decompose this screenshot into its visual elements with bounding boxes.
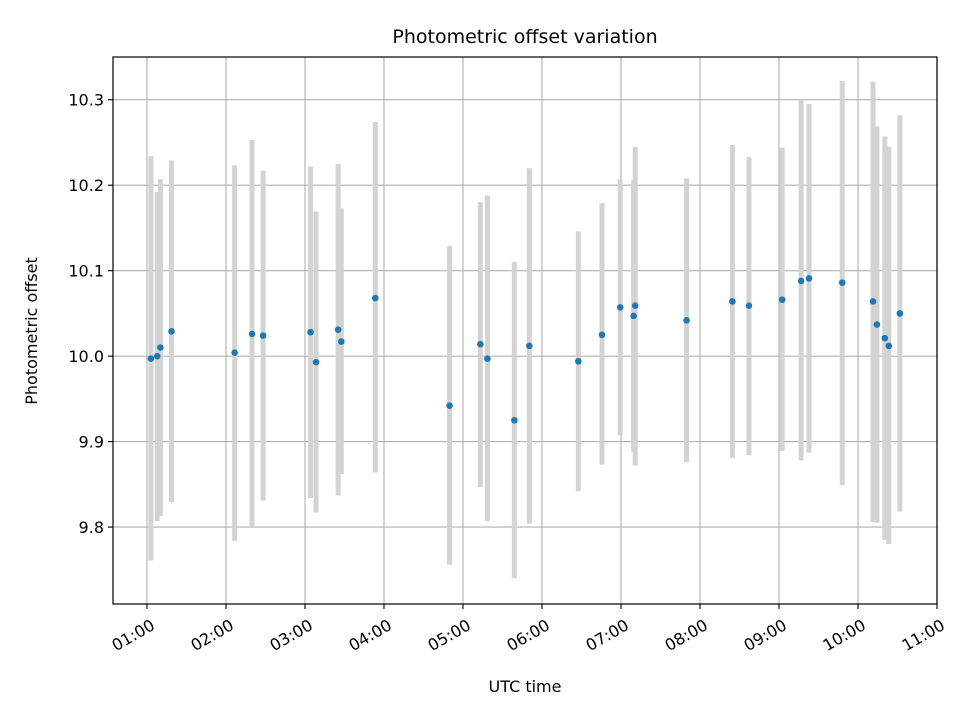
data-point-30 [873,321,881,328]
data-point-24 [745,302,753,310]
data-point-23 [729,298,736,305]
data-point-13 [477,340,484,348]
data-point-2 [157,344,164,351]
data-point-11 [371,294,379,302]
data-point-9 [334,326,342,333]
data-point-21 [631,302,639,310]
y-axis-ticks: 9.8 9.9 10.0 10.1 10.2 10.3 [68,91,113,537]
data-point-3 [168,328,175,335]
data-point-26 [797,277,805,285]
data-point-6 [259,332,267,339]
data-point-7 [307,328,314,336]
data-point-29 [869,298,877,305]
data-point-33 [896,310,904,317]
y-tick-label-4: 10.2 [68,176,104,195]
plot-frame [112,56,938,605]
data-point-31 [881,334,889,342]
data-point-8 [312,358,320,366]
data-point-0 [147,355,155,363]
data-point-15 [511,416,518,424]
data-point-1 [153,352,161,360]
y-axis-label: Photometric offset [22,257,41,405]
data-point-28 [838,279,846,286]
y-tick-label-2: 10.0 [68,347,104,366]
data-point-25 [778,296,786,304]
chart-title: Photometric offset variation [392,26,657,48]
data-point-22 [683,316,690,324]
data-points [147,275,904,424]
y-tick-label-1: 9.9 [79,433,104,452]
y-tick-label-3: 10.1 [68,262,104,281]
data-point-16 [526,342,533,350]
data-point-4 [231,349,238,357]
data-point-5 [248,330,256,338]
data-point-18 [598,331,606,339]
y-tick-label-5: 10.3 [68,91,104,110]
data-point-27 [805,275,813,282]
x-axis-label: UTC time [489,677,562,696]
y-tick-label-0: 9.8 [79,518,104,537]
data-point-12 [446,402,453,410]
data-point-20 [630,312,637,320]
data-point-14 [484,355,491,363]
data-point-19 [616,304,624,311]
data-point-10 [338,338,345,345]
data-point-17 [575,357,582,365]
data-point-32 [885,342,893,350]
